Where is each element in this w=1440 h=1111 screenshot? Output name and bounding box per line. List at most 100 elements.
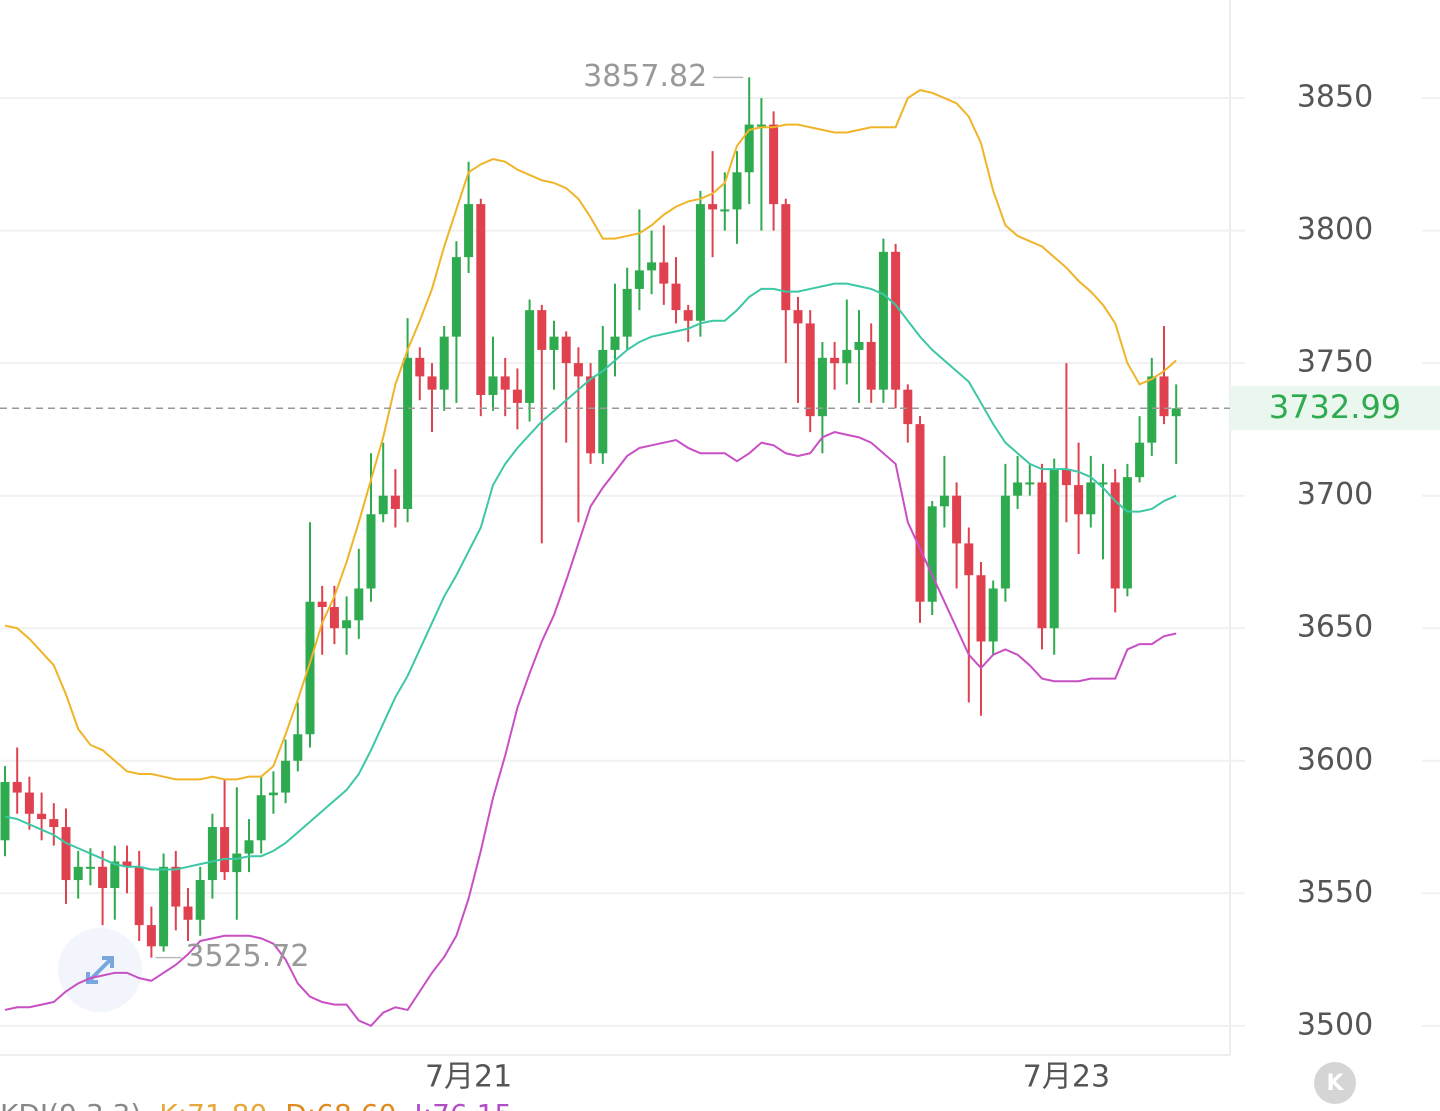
indicator-label: KDJ(9,3,3) xyxy=(0,1098,141,1111)
candle-body xyxy=(293,734,303,761)
candle-body xyxy=(464,204,474,258)
candle-body xyxy=(512,389,522,403)
candle-body xyxy=(976,575,986,642)
candle-body xyxy=(0,781,10,841)
candle-body xyxy=(537,310,547,350)
k-button[interactable] xyxy=(1314,1062,1356,1104)
candle-body xyxy=(427,376,437,390)
candle-body xyxy=(769,124,779,205)
candle-body xyxy=(549,336,559,350)
candle-body xyxy=(232,853,242,873)
x-tick-label: 7月21 xyxy=(425,1060,512,1095)
candle-body xyxy=(1147,376,1157,443)
candle-body xyxy=(85,866,95,869)
candle-body xyxy=(195,880,205,920)
candle-body xyxy=(500,376,510,390)
candle-body xyxy=(1013,482,1023,496)
candle-body xyxy=(281,760,291,793)
candle-body xyxy=(586,376,596,454)
candle-body xyxy=(610,336,620,350)
indicator-label: D:68.60 xyxy=(285,1098,396,1111)
candle-body xyxy=(37,813,47,820)
candle-body xyxy=(256,795,266,841)
candle-body xyxy=(317,601,327,608)
last-price-label: 3732.99 xyxy=(1269,388,1401,426)
candle-body xyxy=(805,323,815,417)
candle-body xyxy=(354,588,364,621)
candle-body xyxy=(244,840,254,854)
candle-body xyxy=(207,827,217,881)
indicator-label: K:71.80 xyxy=(159,1098,267,1111)
candle-body xyxy=(1037,482,1047,629)
candle-body xyxy=(1049,469,1059,629)
max-label: 3857.82 xyxy=(583,59,707,94)
candle-body xyxy=(268,792,278,796)
y-tick-label: 3850 xyxy=(1297,80,1373,115)
y-tick-label: 3550 xyxy=(1297,875,1373,910)
candle-body xyxy=(708,204,718,210)
candle-body xyxy=(915,424,925,602)
min-label: 3525.72 xyxy=(185,939,309,974)
candle-body xyxy=(1135,442,1145,478)
candle-body xyxy=(305,601,315,735)
candle-body xyxy=(720,209,730,212)
candle-body xyxy=(939,495,949,507)
candle-body xyxy=(12,781,22,793)
candle-body xyxy=(439,336,449,390)
candle-body xyxy=(598,349,608,454)
candle-body xyxy=(146,925,156,947)
candle-body xyxy=(1098,482,1108,485)
candle-body xyxy=(1122,477,1132,589)
candle-body xyxy=(1171,408,1181,417)
candle-body xyxy=(793,310,803,324)
k-button-label: K xyxy=(1326,1071,1344,1096)
candle-body xyxy=(842,349,852,364)
candle-body xyxy=(866,341,876,390)
candle-body xyxy=(1025,482,1035,485)
candle-body xyxy=(756,124,766,127)
candle-body xyxy=(878,251,888,390)
candle-body xyxy=(476,204,486,395)
candle-body xyxy=(1159,376,1169,417)
x-tick-label: 7月23 xyxy=(1023,1060,1110,1095)
candle-body xyxy=(744,124,754,173)
candle-body xyxy=(830,357,840,364)
candle-body xyxy=(525,310,535,403)
candle-body xyxy=(1110,482,1120,589)
candle-body xyxy=(134,866,144,926)
y-tick-label: 3800 xyxy=(1297,212,1373,247)
candle-body xyxy=(573,363,583,377)
candle-body xyxy=(329,607,339,629)
candle-body xyxy=(415,357,425,377)
candle-body xyxy=(110,861,120,889)
candle-body xyxy=(659,262,669,284)
candle-body xyxy=(451,257,461,337)
candle-body xyxy=(988,588,998,642)
candle-body xyxy=(854,341,864,350)
y-tick-label: 3600 xyxy=(1297,742,1373,777)
candle-body xyxy=(390,495,400,509)
band-line xyxy=(4,431,1177,1028)
y-tick-label: 3500 xyxy=(1297,1007,1373,1042)
band-line xyxy=(4,89,1177,781)
candle-body xyxy=(61,827,71,881)
indicator-label: J:76.15 xyxy=(412,1098,512,1111)
candle-body xyxy=(1061,469,1071,486)
candle-body xyxy=(647,262,657,271)
candle-body xyxy=(622,288,632,337)
candle-body xyxy=(1086,482,1096,515)
candle-body xyxy=(342,620,352,629)
candle-body xyxy=(927,506,937,602)
candle-body xyxy=(561,336,571,364)
candle-body xyxy=(403,357,413,509)
candle-body xyxy=(671,283,681,311)
candle-body xyxy=(903,389,913,425)
candle-body xyxy=(817,357,827,417)
candle-body xyxy=(98,866,108,889)
candle-body xyxy=(366,514,376,589)
candle-body xyxy=(683,310,693,321)
candle-body xyxy=(122,861,132,867)
candle-body xyxy=(24,792,34,814)
y-tick-label: 3750 xyxy=(1297,345,1373,380)
